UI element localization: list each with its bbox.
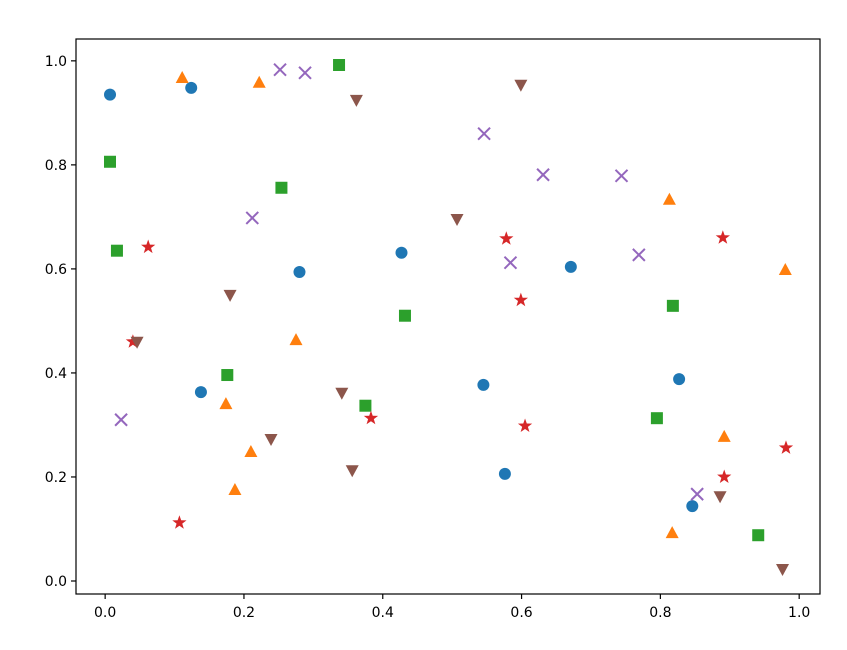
x-tick-label: 0.0 [94,605,116,621]
point [632,248,646,262]
point [194,386,207,399]
point [715,230,730,244]
x-tick-label: 0.6 [510,605,532,621]
point [104,88,117,101]
point [517,418,533,433]
point [717,469,732,484]
point [298,66,312,80]
x-tick-label: 0.4 [372,605,394,621]
point [363,410,379,425]
point [614,169,629,183]
y-tick-label: 1.0 [45,54,67,70]
point [778,440,794,454]
point [349,94,363,107]
point [498,467,511,480]
point [275,181,288,194]
point [690,487,704,501]
point [662,192,676,205]
point [130,336,144,349]
point [477,126,491,141]
point [221,369,234,382]
point [513,292,528,307]
point [185,81,198,94]
point [673,373,686,386]
point [450,213,464,226]
point [717,429,731,442]
y-tick-label: 0.8 [45,158,67,174]
point [359,399,372,412]
point [244,445,258,457]
point [110,244,123,257]
point [564,260,577,273]
point [141,239,156,254]
point [398,309,411,322]
point [686,500,699,513]
point [333,59,346,72]
point [713,491,727,504]
point [650,412,663,425]
point [752,529,765,542]
point [228,482,242,495]
y-tick-label: 0.2 [45,470,67,486]
point [776,564,790,577]
point [264,434,278,446]
point [395,246,408,259]
point [172,515,187,529]
y-tick-label: 0.6 [45,262,67,278]
point [252,75,266,88]
y-tick-label: 0.0 [45,574,67,590]
point [273,62,287,77]
point [536,168,550,182]
marks [104,59,794,577]
point [514,79,528,92]
point [503,255,518,270]
point [335,387,349,400]
point [245,211,259,225]
point [289,333,303,346]
point [499,231,514,245]
point [666,299,679,312]
point [114,413,128,427]
x-tick-label: 0.8 [649,605,671,621]
point [223,289,237,302]
x-tick-label: 1.0 [788,605,810,621]
point [175,71,189,84]
point [665,526,679,539]
plot-area [76,39,820,594]
point [219,397,233,410]
point [293,266,306,279]
axes-frame [75,38,821,595]
x-tick-label: 0.2 [233,605,255,621]
point [345,465,359,478]
y-tick-label: 0.4 [45,366,67,382]
point [104,155,117,168]
point [778,262,792,275]
point [477,378,490,391]
